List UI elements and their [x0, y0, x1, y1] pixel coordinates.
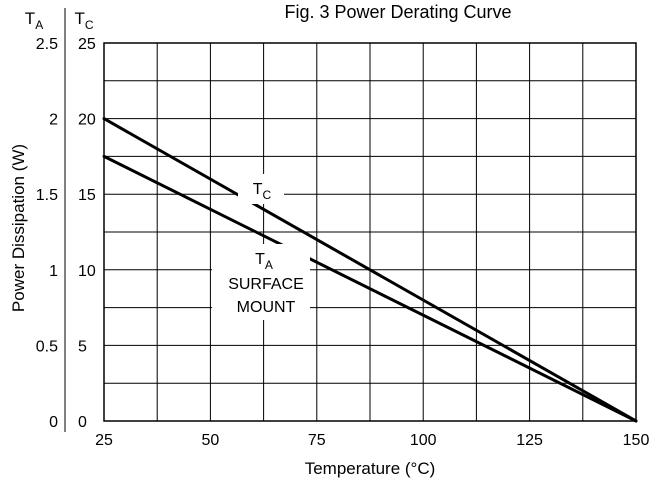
x-tick-label: 50 [202, 432, 220, 449]
x-tick-label: 75 [308, 432, 326, 449]
ta-y-tick-label: 2.5 [36, 36, 58, 53]
ta-y-tick-label: 1 [49, 263, 58, 280]
ta-y-tick-label: 2 [49, 112, 58, 129]
y-axis-label: Power Dissipation (W) [9, 144, 28, 312]
tick-labels: 25 50 75 100 125 150 0 5 10 15 20 25 0 0.5 1 1.5 2 2.5 [36, 36, 650, 449]
tc-y-tick-label: 15 [78, 187, 96, 204]
tc-axis-header: TC [74, 9, 93, 32]
tc-label-bg [238, 174, 284, 204]
tc-y-tick-label: 0 [78, 414, 87, 431]
x-tick-label: 25 [95, 432, 113, 449]
series-line-ta [102, 154, 638, 423]
grid [103, 42, 637, 422]
x-axis-label: Temperature (°C) [305, 459, 436, 478]
plot-frame [103, 42, 637, 422]
ta-y-tick-label: 1.5 [36, 187, 58, 204]
x-tick-label: 100 [410, 432, 437, 449]
tc-y-tick-label: 5 [78, 338, 87, 355]
series-label-tc: TC [253, 181, 272, 202]
ta-y-tick-label: 0 [49, 414, 58, 431]
tc-y-tick-label: 10 [78, 263, 96, 280]
ta-axis-header: TA [25, 9, 43, 32]
chart-title: Fig. 3 Power Derating Curve [284, 2, 511, 22]
series-label-surface: SURFACE [228, 276, 304, 293]
series-line-tc [102, 117, 638, 423]
ta-y-tick-label: 0.5 [36, 338, 58, 355]
series-label-ta: TA [255, 251, 273, 272]
x-tick-label: 150 [623, 432, 650, 449]
tc-y-tick-label: 25 [78, 36, 96, 53]
series-lines [102, 117, 638, 423]
ta-label-bg [212, 244, 310, 320]
tc-y-tick-label: 20 [78, 112, 96, 129]
series-label-mount: MOUNT [237, 299, 296, 316]
x-tick-label: 125 [516, 432, 543, 449]
